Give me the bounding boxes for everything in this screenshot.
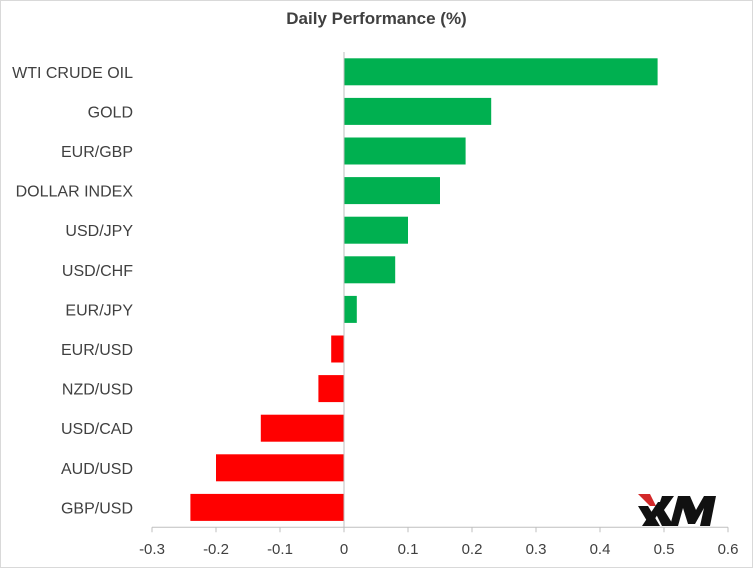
xm-logo-icon	[638, 494, 716, 526]
x-tick-label: 0.3	[526, 541, 547, 558]
bar-dollar-index	[344, 177, 440, 205]
category-label: USD/CHF	[62, 263, 133, 280]
x-tick-label: -0.2	[203, 541, 229, 558]
bar-aud-usd	[216, 454, 344, 482]
category-label: EUR/GBP	[61, 144, 133, 161]
category-label: USD/JPY	[65, 223, 133, 240]
category-labels: WTI CRUDE OIL GOLD EUR/GBP DOLLAR INDEX USD/…	[12, 65, 133, 518]
category-label: DOLLAR INDEX	[16, 184, 134, 201]
bar-eur-jpy	[344, 295, 357, 323]
x-tick-label: 0.1	[398, 541, 419, 558]
x-tick-label: 0.2	[462, 541, 483, 558]
bar-gold	[344, 97, 492, 125]
bar-eur-usd	[331, 335, 344, 363]
x-tick-label: -0.1	[267, 541, 293, 558]
x-tick-label: 0.5	[654, 541, 675, 558]
x-tick-label: 0.6	[718, 541, 739, 558]
category-label: EUR/USD	[61, 342, 133, 359]
bar-nzd-usd	[318, 375, 344, 403]
bar-usd-chf	[344, 256, 396, 284]
x-tick-label: 0.4	[590, 541, 611, 558]
bar-usd-cad	[260, 414, 344, 442]
bars-layer	[190, 58, 658, 521]
bar-gbp-usd	[190, 493, 344, 521]
x-tick-label: 0	[340, 541, 348, 558]
category-label: USD/CAD	[61, 421, 133, 438]
bar-wti-crude-oil	[344, 58, 658, 86]
x-tick-label: -0.3	[139, 541, 165, 558]
category-label: GBP/USD	[61, 500, 133, 517]
category-label: WTI CRUDE OIL	[12, 65, 133, 82]
x-axis: -0.3 -0.2 -0.1 0 0.1 0.2 0.3 0.4 0.5 0.6	[139, 52, 738, 558]
category-label: GOLD	[88, 104, 133, 121]
category-label: AUD/USD	[61, 461, 133, 478]
category-label: NZD/USD	[62, 382, 133, 399]
chart-title: Daily Performance (%)	[286, 9, 467, 28]
bar-usd-jpy	[344, 216, 408, 244]
category-label: EUR/JPY	[65, 302, 133, 319]
bar-eur-gbp	[344, 137, 466, 165]
